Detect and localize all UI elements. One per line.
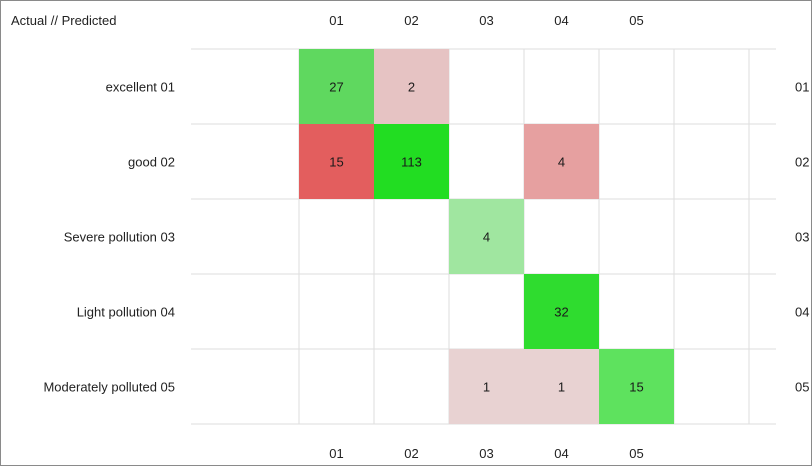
matrix-cell	[524, 124, 599, 199]
cell-value-label: 32	[554, 305, 568, 320]
corner-label: Actual // Predicted	[11, 13, 117, 28]
cell-value-label: 113	[401, 155, 422, 170]
cell-value-label: 15	[629, 380, 643, 395]
cell-value-label: 27	[329, 80, 343, 95]
matrix-cell	[449, 199, 524, 274]
cell-value-label: 2	[408, 80, 415, 95]
column-label-top: 02	[404, 13, 418, 28]
column-label-bottom: 05	[629, 446, 643, 461]
column-label-top: 03	[479, 13, 493, 28]
row-label-right: 04	[795, 305, 809, 320]
row-label-right: 03	[795, 230, 809, 245]
matrix-cell	[449, 349, 524, 424]
column-label-bottom: 03	[479, 446, 493, 461]
matrix-cell	[599, 349, 674, 424]
matrix-cell	[299, 49, 374, 124]
cell-value-label: 4	[483, 230, 490, 245]
cell-value-label: 1	[483, 380, 490, 395]
matrix-cell	[524, 274, 599, 349]
matrix-cell	[299, 124, 374, 199]
row-label: Light pollution 04	[77, 305, 175, 320]
matrix-cell	[374, 49, 449, 124]
matrix-cell	[524, 349, 599, 424]
row-label: excellent 01	[106, 80, 175, 95]
row-label-right: 05	[795, 380, 809, 395]
row-label-right: 01	[795, 80, 809, 95]
label-layer: Actual // Predicted 01 01 02 02 03 03 04 04 05 05…	[11, 13, 809, 461]
cell-layer: 27 2 15 113 4 4 32 1 1 15	[299, 49, 674, 424]
row-label: good 02	[128, 155, 175, 170]
column-label-top: 05	[629, 13, 643, 28]
matrix-cell	[374, 124, 449, 199]
column-label-bottom: 04	[554, 446, 568, 461]
column-label-bottom: 02	[404, 446, 418, 461]
cell-value-label: 15	[329, 155, 343, 170]
cell-value-label: 4	[558, 155, 565, 170]
row-label: Moderately polluted 05	[43, 380, 175, 395]
row-label: Severe pollution 03	[64, 230, 175, 245]
column-label-top: 01	[329, 13, 343, 28]
column-label-top: 04	[554, 13, 568, 28]
row-label-right: 02	[795, 155, 809, 170]
column-label-bottom: 01	[329, 446, 343, 461]
cell-value-label: 1	[558, 380, 565, 395]
